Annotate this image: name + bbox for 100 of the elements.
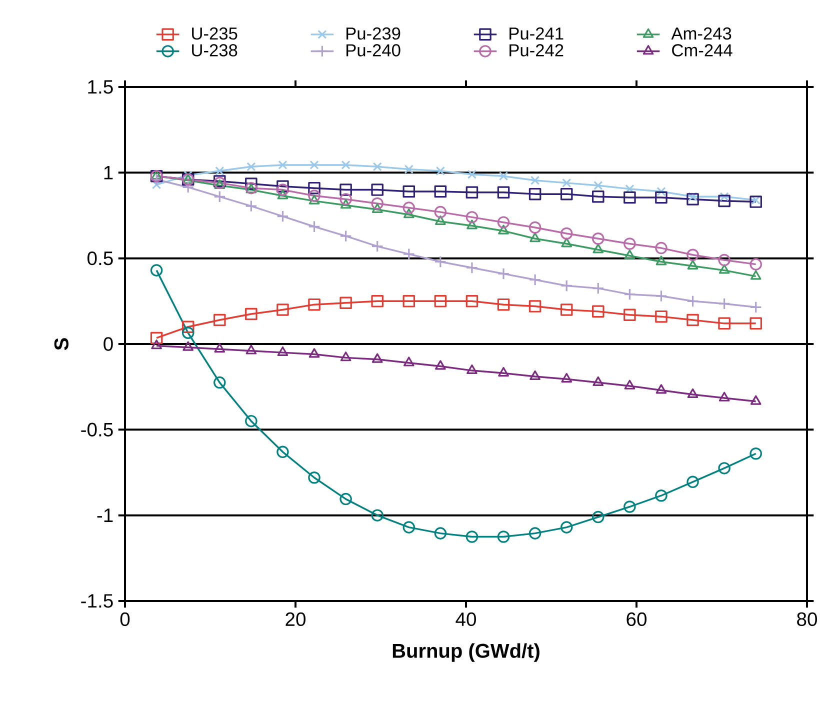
- point: [402, 185, 416, 198]
- point: [498, 366, 509, 377]
- point: [340, 184, 352, 196]
- point: [718, 298, 730, 310]
- point: [624, 500, 636, 513]
- point: [718, 254, 730, 266]
- legend-label: U-238: [192, 44, 238, 56]
- point: [150, 173, 163, 186]
- legend-label: Pu-239: [346, 27, 400, 40]
- point: [497, 268, 510, 280]
- point: [466, 211, 478, 224]
- point: [276, 210, 289, 222]
- point: [434, 527, 447, 540]
- point: [276, 446, 289, 458]
- point: [277, 190, 288, 200]
- point: [245, 414, 258, 428]
- point: [624, 308, 636, 321]
- point: [750, 196, 762, 208]
- x-tick-label: 80: [797, 612, 817, 626]
- point: [624, 380, 636, 390]
- point: [530, 370, 540, 380]
- point: [371, 184, 384, 196]
- point: [245, 178, 258, 190]
- point: [656, 384, 667, 394]
- y-tick-label: -1: [97, 508, 113, 522]
- point: [655, 290, 668, 302]
- point: [751, 196, 760, 205]
- point: [245, 308, 258, 320]
- point: [498, 224, 509, 234]
- point: [497, 530, 510, 543]
- point: [435, 215, 446, 225]
- point: [592, 376, 604, 386]
- point: [214, 179, 226, 189]
- point: [560, 188, 573, 200]
- legend-label: U-235: [192, 27, 238, 40]
- point: [402, 295, 416, 308]
- x-tick-label: 0: [120, 612, 130, 626]
- point: [655, 242, 668, 254]
- point: [655, 191, 668, 204]
- point: [718, 264, 730, 274]
- point: [560, 227, 573, 240]
- point: [403, 356, 414, 366]
- point: [371, 509, 384, 522]
- point: [182, 326, 194, 339]
- point: [687, 260, 698, 270]
- legend-label: Am-243: [671, 27, 732, 40]
- point: [150, 332, 163, 344]
- point: [182, 181, 194, 194]
- point: [276, 180, 289, 192]
- point: [624, 238, 636, 250]
- y-tick-label: -1.5: [81, 594, 113, 608]
- point: [402, 248, 416, 260]
- y-tick-label: -0.5: [81, 422, 113, 436]
- point: [340, 352, 352, 362]
- point: [592, 510, 604, 524]
- point: [214, 190, 226, 203]
- point: [624, 191, 636, 204]
- point: [560, 280, 573, 292]
- point: [214, 314, 226, 326]
- y-axis-title: S: [54, 338, 68, 350]
- point: [276, 304, 289, 316]
- point: [528, 274, 542, 286]
- point: [718, 317, 730, 330]
- point: [214, 342, 226, 353]
- point: [434, 206, 447, 218]
- point: [720, 192, 729, 202]
- point: [528, 300, 542, 312]
- x-tick-label: 40: [456, 612, 476, 626]
- point: [372, 353, 383, 363]
- point: [402, 521, 416, 534]
- point: [686, 295, 699, 308]
- point: [561, 238, 572, 248]
- point: [718, 194, 730, 208]
- point: [277, 346, 288, 356]
- point: [466, 186, 478, 198]
- point: [310, 160, 319, 170]
- point: [308, 194, 320, 204]
- point: [687, 388, 698, 398]
- point: [750, 317, 762, 330]
- point: [151, 170, 162, 180]
- point: [750, 270, 762, 280]
- point: [276, 184, 289, 196]
- point: [371, 197, 384, 210]
- x-tick-label: 20: [286, 612, 306, 626]
- point: [371, 240, 384, 252]
- legend-label: Cm-244: [672, 44, 732, 56]
- point: [686, 193, 699, 206]
- legend-label: Pu-242: [510, 44, 564, 56]
- point: [750, 395, 762, 405]
- point: [561, 372, 572, 383]
- point: [467, 170, 477, 179]
- point: [686, 476, 699, 488]
- point: [497, 186, 510, 198]
- point: [528, 527, 542, 540]
- point: [340, 230, 352, 242]
- point: [436, 166, 445, 176]
- point: [182, 320, 194, 333]
- point: [750, 258, 762, 270]
- point: [308, 182, 320, 194]
- y-tick-label: 0: [104, 337, 113, 351]
